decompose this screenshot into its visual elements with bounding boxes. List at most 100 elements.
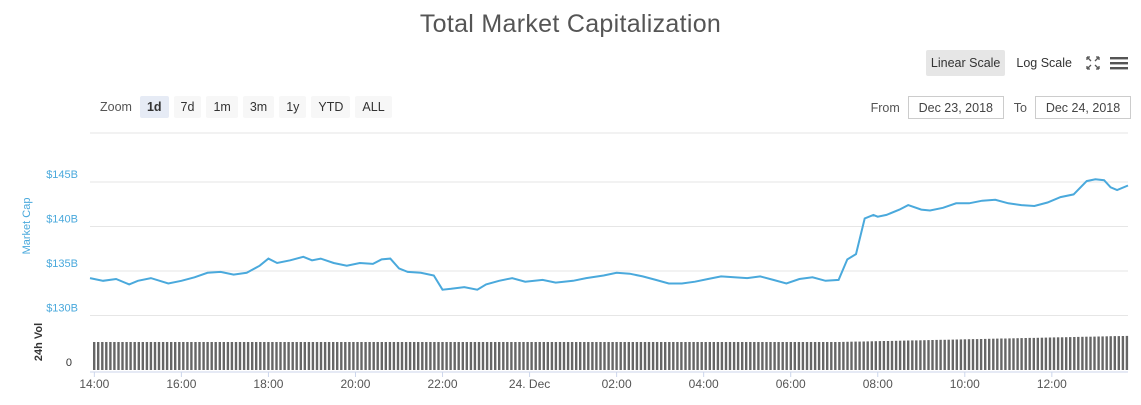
volume-bar [805, 342, 809, 370]
volume-bar [655, 342, 659, 370]
zoom-7d-button[interactable]: 7d [173, 96, 202, 118]
zoom-1d-button[interactable]: 1d [139, 96, 169, 118]
volume-bar [599, 342, 602, 370]
volume-bar [664, 342, 667, 370]
volume-bar [117, 342, 120, 370]
volume-bar [125, 342, 128, 370]
volume-bar [182, 342, 185, 370]
volume-bar [830, 342, 833, 370]
volume-bar [903, 340, 906, 370]
volume-bar [246, 342, 250, 370]
y-tick-label: $140B [46, 214, 78, 226]
volume-bar [1097, 336, 1100, 370]
expand-icon[interactable] [1083, 53, 1103, 73]
volume-bar [267, 342, 270, 370]
from-date-input[interactable]: Dec 23, 2018 [907, 96, 1004, 119]
volume-bar [332, 342, 335, 370]
volume-bar [109, 342, 112, 370]
volume-bar [680, 342, 683, 370]
volume-bar [765, 342, 768, 370]
volume-bar [724, 342, 728, 370]
volume-bar [992, 338, 995, 370]
volume-bar [97, 342, 100, 370]
volume-bar [781, 342, 784, 370]
volume-bar [643, 342, 647, 370]
volume-bar [813, 342, 817, 370]
volume-bar [692, 342, 695, 370]
x-tick-label: 20:00 [340, 377, 370, 391]
page-title: Total Market Capitalization [419, 10, 722, 38]
volume-bar [850, 341, 853, 370]
log-scale-button[interactable]: Log Scale [1016, 56, 1072, 70]
volume-bar [494, 342, 497, 370]
volume-bar [461, 342, 464, 370]
volume-bar [522, 342, 525, 370]
volume-bar [534, 342, 537, 370]
volume-bar [741, 342, 744, 370]
volume-bar [684, 342, 687, 370]
volume-bar [728, 342, 732, 370]
volume-bar [161, 342, 165, 370]
volume-bar [1093, 336, 1096, 370]
hamburger-menu-icon[interactable] [1109, 53, 1129, 73]
volume-bar [587, 342, 590, 370]
volume-bar [259, 342, 262, 370]
volume-bar [696, 342, 699, 370]
volume-bar [1004, 338, 1007, 370]
volume-bar [1089, 336, 1092, 370]
volume-bar [676, 342, 679, 370]
zoom-all-button[interactable]: ALL [355, 96, 392, 118]
x-tick-label: 04:00 [689, 377, 719, 391]
volume-bar [817, 342, 821, 370]
volume-bar [874, 341, 877, 370]
y-tick-label: $130B [46, 303, 78, 315]
volume-bar [101, 342, 104, 370]
volume-bar [1040, 337, 1044, 370]
volume-bar [1065, 337, 1068, 370]
volume-bar [996, 338, 999, 370]
volume-bar [425, 342, 428, 370]
volume-bar [749, 342, 752, 370]
y-tick-label: $135B [46, 258, 78, 270]
zoom-ytd-button[interactable]: YTD [311, 96, 351, 118]
volume-bar [1073, 337, 1076, 370]
volume-bar [226, 342, 230, 370]
to-date-input[interactable]: Dec 24, 2018 [1035, 96, 1131, 119]
linear-scale-button[interactable]: Linear Scale [925, 50, 1006, 76]
volume-bar [149, 342, 153, 370]
volume-bar [242, 342, 246, 370]
volume-bar [971, 339, 975, 370]
volume-bar [287, 342, 290, 370]
volume-bar [607, 342, 610, 370]
zoom-1m-button[interactable]: 1m [206, 96, 238, 118]
volume-bar [437, 342, 440, 370]
volume-bar [1125, 335, 1129, 370]
volume-bar [327, 342, 331, 370]
volume-bar [882, 341, 886, 370]
zoom-1y-button[interactable]: 1y [279, 96, 307, 118]
volume-bar [473, 342, 477, 370]
x-tick-label: 12:00 [1037, 377, 1067, 391]
volume-bar [538, 342, 541, 370]
volume-bar [1016, 338, 1019, 370]
volume-bar [1048, 337, 1052, 370]
zoom-3m-button[interactable]: 3m [242, 96, 275, 118]
volume-bar [214, 342, 217, 370]
volume-bar [251, 342, 254, 370]
volume-bar [1012, 338, 1015, 370]
market-cap-line[interactable] [89, 178, 1129, 291]
volume-bar [429, 342, 432, 370]
volume-bar [809, 342, 813, 370]
y-tick-label: $145B [46, 169, 78, 181]
x-tick-label: 02:00 [602, 377, 632, 391]
volume-bar [955, 339, 958, 370]
volume-bar [660, 342, 663, 370]
volume-bar [769, 342, 772, 370]
volume-bar [583, 342, 586, 370]
volume-bar [1085, 336, 1088, 370]
to-label: To [1013, 100, 1027, 115]
volume-bar [591, 342, 594, 370]
x-tick-label: 22:00 [428, 377, 458, 391]
volume-bar [712, 342, 715, 370]
